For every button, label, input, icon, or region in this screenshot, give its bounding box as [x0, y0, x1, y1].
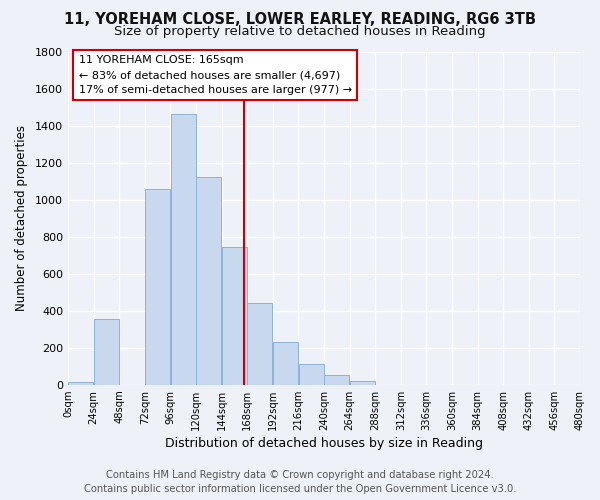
- Y-axis label: Number of detached properties: Number of detached properties: [15, 125, 28, 311]
- X-axis label: Distribution of detached houses by size in Reading: Distribution of detached houses by size …: [165, 437, 483, 450]
- Text: Size of property relative to detached houses in Reading: Size of property relative to detached ho…: [114, 25, 486, 38]
- Text: Contains HM Land Registry data © Crown copyright and database right 2024.
Contai: Contains HM Land Registry data © Crown c…: [84, 470, 516, 494]
- Bar: [273, 342, 298, 385]
- Bar: [247, 304, 272, 385]
- Bar: [324, 374, 349, 385]
- Text: 11 YOREHAM CLOSE: 165sqm
← 83% of detached houses are smaller (4,697)
17% of sem: 11 YOREHAM CLOSE: 165sqm ← 83% of detach…: [79, 55, 352, 95]
- Bar: [196, 178, 221, 385]
- Bar: [222, 247, 247, 385]
- Bar: [68, 382, 93, 385]
- Bar: [170, 114, 196, 385]
- Bar: [94, 319, 119, 385]
- Bar: [350, 381, 375, 385]
- Bar: [145, 188, 170, 385]
- Bar: [299, 364, 323, 385]
- Text: 11, YOREHAM CLOSE, LOWER EARLEY, READING, RG6 3TB: 11, YOREHAM CLOSE, LOWER EARLEY, READING…: [64, 12, 536, 28]
